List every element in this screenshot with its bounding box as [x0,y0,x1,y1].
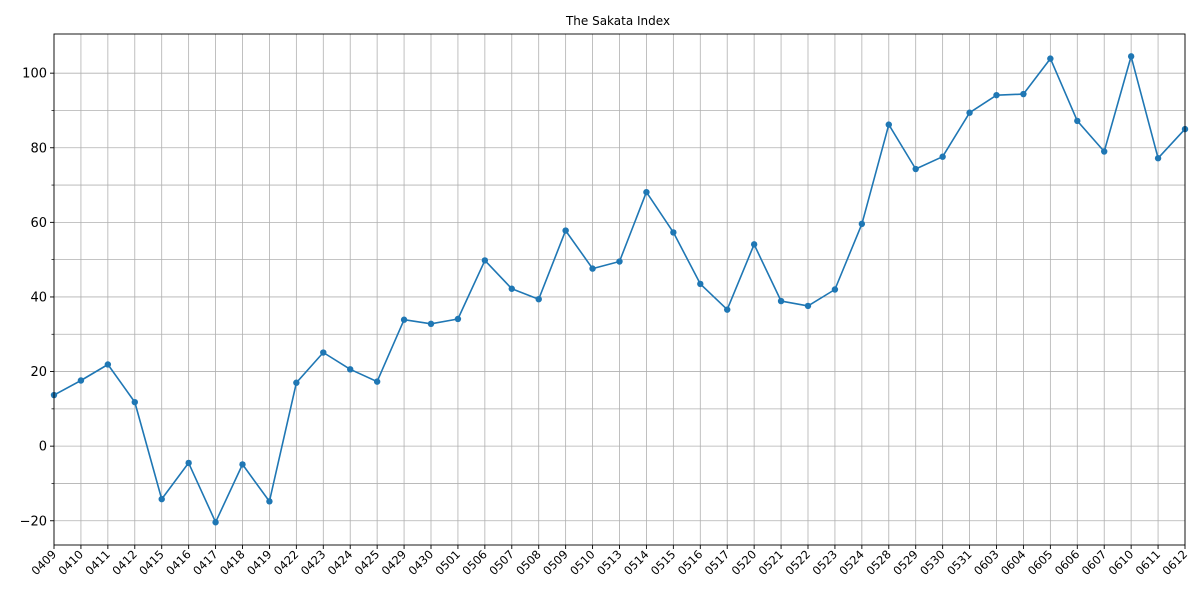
y-tick-label: −20 [20,514,47,529]
data-point [508,285,515,292]
x-tick-label: 0430 [406,547,437,578]
y-tick-label: 40 [30,290,47,305]
data-point [131,398,138,406]
data-point [481,257,489,264]
data-point [670,229,677,236]
x-tick-label: 0429 [379,547,410,578]
x-tick-label: 0419 [244,547,275,578]
x-tick-label: 0510 [567,547,598,578]
x-tick-label: 0516 [675,547,706,578]
x-tick-label: 0523 [809,547,840,578]
x-tick-label: 0412 [109,547,140,578]
data-point [1127,53,1135,60]
x-tick-label: 0410 [55,547,86,578]
x-tick-label: 0513 [594,547,625,578]
data-point [239,461,246,468]
axes: −200204060801000409041004110412041504160… [20,33,1191,578]
data-point [212,519,219,526]
x-tick-label: 0610 [1106,547,1137,578]
x-tick-label: 0604 [998,547,1029,578]
y-tick-label: 60 [30,216,47,231]
x-tick-label: 0520 [729,547,760,578]
data-point [293,379,300,386]
data-point [454,315,462,323]
x-tick-label: 0409 [29,547,60,578]
data-point [697,280,704,288]
data-point [185,459,192,467]
chart-title: The Sakata Index [565,14,670,28]
series-layer [50,53,1189,526]
x-tick-label: 0506 [459,547,490,578]
data-point [912,165,919,173]
data-point [589,265,596,272]
data-point [320,349,327,356]
data-point [724,306,731,313]
y-tick-label: 0 [39,440,47,455]
data-point [1101,148,1108,155]
x-tick-label: 0424 [325,547,356,578]
data-point [1020,90,1027,98]
x-tick-label: 0415 [136,547,167,578]
x-tick-label: 0522 [783,547,814,578]
x-tick-label: 0411 [82,547,113,578]
data-point [831,286,839,293]
x-tick-label: 0418 [217,547,248,578]
y-tick-label: 20 [30,365,47,380]
x-tick-label: 0607 [1079,547,1110,578]
data-point [535,295,542,303]
x-tick-label: 0605 [1025,547,1056,578]
data-point [885,121,892,128]
data-point [616,258,623,265]
data-point [347,366,354,373]
x-tick-label: 0515 [648,547,679,578]
x-tick-label: 0507 [486,547,517,578]
data-point [858,220,866,228]
x-tick-label: 0417 [190,547,221,578]
data-point [266,498,273,505]
x-tick-label: 0425 [352,547,383,578]
x-tick-label: 0528 [863,547,894,578]
x-tick-label: 0524 [836,547,867,578]
x-tick-label: 0508 [513,547,544,578]
x-tick-label: 0530 [917,547,948,578]
data-point [427,320,435,328]
x-tick-label: 0612 [1160,547,1191,578]
x-tick-label: 0514 [621,547,652,578]
x-tick-label: 0501 [432,547,463,578]
x-tick-label: 0529 [890,547,921,578]
y-tick-label: 100 [22,67,47,82]
data-point [158,495,165,503]
x-tick-label: 0422 [271,547,302,578]
x-tick-label: 0611 [1133,547,1164,578]
data-point [1047,55,1054,62]
data-point [777,297,785,305]
data-point [993,91,1000,99]
data-point [400,316,408,323]
x-tick-label: 0509 [540,547,571,578]
data-point [373,378,381,385]
y-tick-label: 80 [30,141,47,156]
x-tick-label: 0517 [702,547,733,578]
x-tick-label: 0603 [971,547,1002,578]
x-tick-label: 0423 [298,547,329,578]
x-tick-label: 0521 [756,547,787,578]
data-point [77,377,85,384]
grid [53,34,1186,545]
data-point [939,153,946,160]
data-point [966,109,973,116]
x-tick-label: 0606 [1052,547,1083,578]
x-tick-label: 0531 [944,547,975,578]
data-point [750,241,758,248]
data-point [562,227,569,234]
data-point [804,302,812,310]
data-point [643,188,650,196]
data-point [1074,117,1081,125]
data-point [104,361,112,368]
data-point [1154,155,1162,162]
x-tick-label: 0416 [163,547,194,578]
